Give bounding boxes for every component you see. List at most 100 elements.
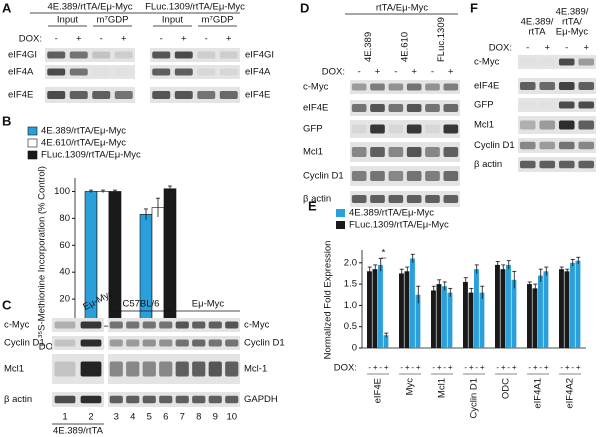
blot-band: [54, 339, 76, 347]
bar: [570, 262, 575, 348]
dox-sign: +: [512, 363, 517, 372]
column-label: Input: [57, 15, 78, 26]
blot-band: [558, 141, 575, 150]
x-tick-label: eIF4E: [373, 378, 384, 403]
blot-band: [578, 120, 595, 130]
blot: [150, 65, 240, 79]
blot-band: [92, 68, 111, 76]
blot-band: [159, 395, 173, 404]
blot-band: [225, 321, 239, 329]
row-label: c-Myc: [244, 320, 270, 331]
blot-band: [114, 91, 133, 99]
blot-band: [54, 395, 76, 404]
blot-band: [54, 361, 76, 377]
blot-band: [578, 141, 595, 150]
y-tick-label: 40: [59, 267, 70, 278]
blot-band: [175, 395, 189, 404]
lane-number: 1: [62, 412, 67, 423]
blot-band: [142, 395, 156, 404]
dox-sign: -: [539, 363, 542, 372]
blot-band: [351, 147, 367, 157]
dox-sign: -: [432, 363, 435, 372]
line-label: 4E.610: [400, 32, 411, 62]
lane-footer: 4E.389/rtTA: [53, 426, 104, 437]
legend-swatch: [336, 221, 345, 229]
row-label: GAPDH: [244, 394, 278, 405]
dox-sign: +: [501, 363, 506, 372]
bar: [436, 284, 442, 348]
blot-band: [219, 91, 238, 99]
panel-letter: D: [300, 0, 309, 15]
blot-band: [558, 58, 575, 66]
blot-band: [114, 68, 133, 76]
blot-band: [174, 51, 193, 59]
row-label: eIF4A: [8, 67, 34, 78]
dox-sign: +: [448, 363, 453, 372]
blot-band: [47, 68, 66, 76]
legend-label: 4E.610/rtTA/Eμ-Myc: [41, 138, 126, 149]
blot-band: [425, 104, 440, 112]
column-header: 4E.389/: [521, 17, 554, 28]
blot-band: [219, 51, 238, 59]
dox-sign: +: [416, 363, 421, 372]
dox-sign: -: [411, 363, 414, 372]
row-label: Mcl1: [303, 147, 323, 158]
row-label: eIF4E: [303, 103, 328, 114]
blot-band: [406, 83, 422, 91]
x-tick-label: Mcl1: [437, 378, 448, 398]
x-tick-label: ODC: [501, 378, 512, 399]
dox-sign: +: [544, 363, 549, 372]
blot-band: [370, 124, 385, 134]
panel-letter: E: [308, 198, 317, 213]
dox-sign: +: [121, 34, 127, 45]
dox-sign: +: [411, 67, 417, 78]
blot: [518, 116, 596, 134]
dox-sign: +: [405, 363, 410, 372]
blot-band: [192, 321, 206, 329]
annotation: *: [382, 248, 386, 259]
blot-band: [109, 361, 123, 377]
y-tick-label: 2.0: [344, 257, 357, 268]
blot-band: [388, 147, 404, 157]
blot: [518, 157, 596, 172]
blot-band: [519, 120, 536, 130]
blot-band: [443, 147, 459, 157]
blot: [150, 48, 240, 62]
blot-band: [370, 104, 385, 112]
blot-band: [174, 91, 193, 99]
blot-band: [519, 141, 536, 150]
row-label: Cyclin D1: [244, 338, 285, 349]
column-header: 4E.389/: [556, 7, 589, 18]
row-label: eIF4E: [8, 90, 33, 101]
dox-sign: +: [480, 363, 485, 372]
blot-band: [192, 339, 206, 347]
blot-band: [351, 83, 367, 91]
panel-letter: A: [2, 0, 12, 15]
dox-sign: +: [576, 363, 581, 372]
bar: [431, 290, 436, 348]
bar: [575, 260, 581, 348]
blot-band: [425, 195, 440, 203]
dox-label: DOX:: [19, 34, 42, 45]
blot-band: [175, 361, 189, 377]
bar: [108, 191, 122, 327]
dox-sign: -: [400, 363, 403, 372]
dox-sign: -: [368, 363, 371, 372]
blot-band: [69, 91, 88, 99]
row-label: Mcl1: [4, 364, 24, 375]
lane-number: 2: [88, 412, 93, 423]
blot-band: [80, 395, 102, 404]
dox-sign: -: [205, 34, 208, 45]
column-label: m⁷GDP: [202, 15, 234, 26]
blot-band: [351, 195, 367, 203]
blot-title: rtTA/Eμ-Myc: [376, 3, 429, 14]
panel-letter: B: [2, 113, 11, 128]
blot-band: [406, 171, 422, 181]
bar: [410, 258, 415, 348]
x-tick-label: Myc: [405, 378, 416, 396]
blot-band: [370, 195, 385, 203]
dox-sign: +: [375, 67, 381, 78]
blot-band: [443, 124, 459, 134]
blot-band: [519, 101, 536, 109]
